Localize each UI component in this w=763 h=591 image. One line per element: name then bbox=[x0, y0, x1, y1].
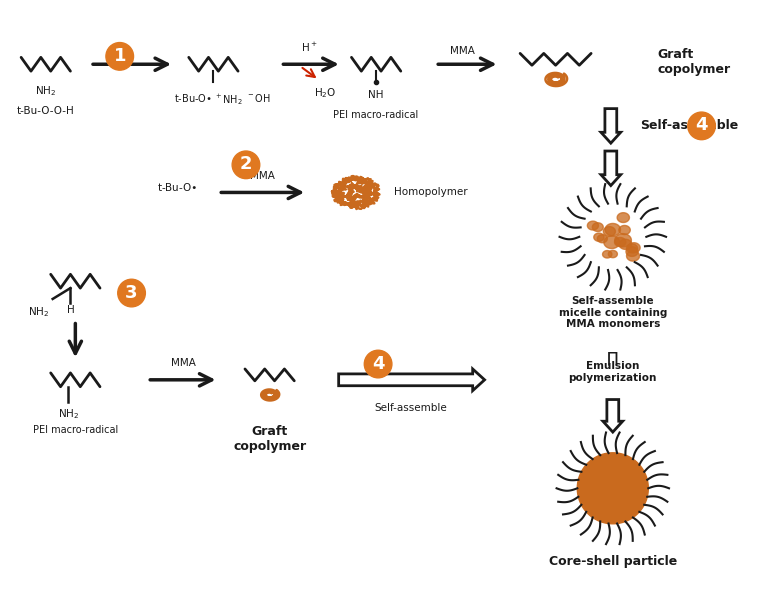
Text: t-Bu-O$\bullet$: t-Bu-O$\bullet$ bbox=[174, 92, 212, 104]
Polygon shape bbox=[619, 239, 632, 249]
Text: 1: 1 bbox=[114, 47, 126, 65]
Polygon shape bbox=[603, 251, 612, 258]
Circle shape bbox=[106, 43, 134, 70]
Text: NH$_2$: NH$_2$ bbox=[35, 84, 56, 98]
Text: Self-assemble
micelle containing
MMA monomers: Self-assemble micelle containing MMA mon… bbox=[559, 296, 667, 329]
Text: MMA: MMA bbox=[450, 46, 475, 56]
Polygon shape bbox=[614, 238, 626, 246]
Polygon shape bbox=[626, 251, 639, 261]
Circle shape bbox=[118, 279, 146, 307]
Polygon shape bbox=[594, 233, 604, 241]
Polygon shape bbox=[617, 213, 629, 222]
Text: $^+$NH$_2$: $^+$NH$_2$ bbox=[211, 92, 243, 107]
Text: Self-assemble: Self-assemble bbox=[640, 119, 739, 132]
Circle shape bbox=[364, 350, 392, 378]
Text: 4: 4 bbox=[372, 355, 385, 372]
Polygon shape bbox=[339, 369, 485, 391]
Polygon shape bbox=[601, 151, 620, 186]
Text: NH$_2$: NH$_2$ bbox=[58, 407, 79, 421]
Polygon shape bbox=[605, 223, 620, 236]
Polygon shape bbox=[601, 109, 620, 143]
Circle shape bbox=[232, 151, 259, 178]
Text: H$^+$: H$^+$ bbox=[301, 41, 317, 54]
Polygon shape bbox=[608, 251, 617, 258]
Text: 4: 4 bbox=[695, 116, 708, 134]
Text: PEI macro-radical: PEI macro-radical bbox=[33, 425, 118, 435]
Text: 2: 2 bbox=[240, 155, 253, 173]
Text: NH$_2$: NH$_2$ bbox=[27, 305, 49, 319]
Text: Homopolymer: Homopolymer bbox=[394, 187, 468, 197]
Polygon shape bbox=[626, 247, 638, 256]
Text: 3: 3 bbox=[125, 284, 138, 301]
Polygon shape bbox=[588, 221, 598, 230]
Polygon shape bbox=[592, 223, 604, 232]
Polygon shape bbox=[619, 225, 630, 235]
Text: NH: NH bbox=[369, 90, 384, 100]
Polygon shape bbox=[603, 400, 623, 432]
Text: Self-assemble: Self-assemble bbox=[375, 404, 447, 414]
Text: PEI macro-radical: PEI macro-radical bbox=[333, 109, 419, 119]
Text: $^-$OH: $^-$OH bbox=[246, 92, 271, 104]
Polygon shape bbox=[626, 244, 638, 253]
Polygon shape bbox=[597, 235, 607, 243]
Text: Core-shell particle: Core-shell particle bbox=[549, 556, 677, 569]
Text: ∏: ∏ bbox=[607, 350, 619, 365]
Text: e$^-$: e$^-$ bbox=[112, 70, 127, 81]
Text: MMA: MMA bbox=[250, 171, 275, 181]
Text: Emulsion
polymerization: Emulsion polymerization bbox=[568, 361, 657, 383]
Text: MMA: MMA bbox=[172, 358, 196, 368]
Polygon shape bbox=[604, 226, 616, 236]
Text: t-Bu-O$\bullet$: t-Bu-O$\bullet$ bbox=[157, 180, 197, 193]
Text: t-Bu-O-O-H: t-Bu-O-O-H bbox=[17, 106, 75, 116]
Text: H: H bbox=[66, 305, 74, 315]
Text: Graft
copolymer: Graft copolymer bbox=[233, 425, 306, 453]
Text: H$_2$O: H$_2$O bbox=[314, 86, 336, 100]
Text: Graft
copolymer: Graft copolymer bbox=[657, 48, 730, 76]
Polygon shape bbox=[604, 236, 620, 249]
Polygon shape bbox=[578, 453, 649, 524]
Circle shape bbox=[687, 112, 716, 139]
Polygon shape bbox=[628, 243, 640, 252]
Polygon shape bbox=[615, 233, 632, 247]
